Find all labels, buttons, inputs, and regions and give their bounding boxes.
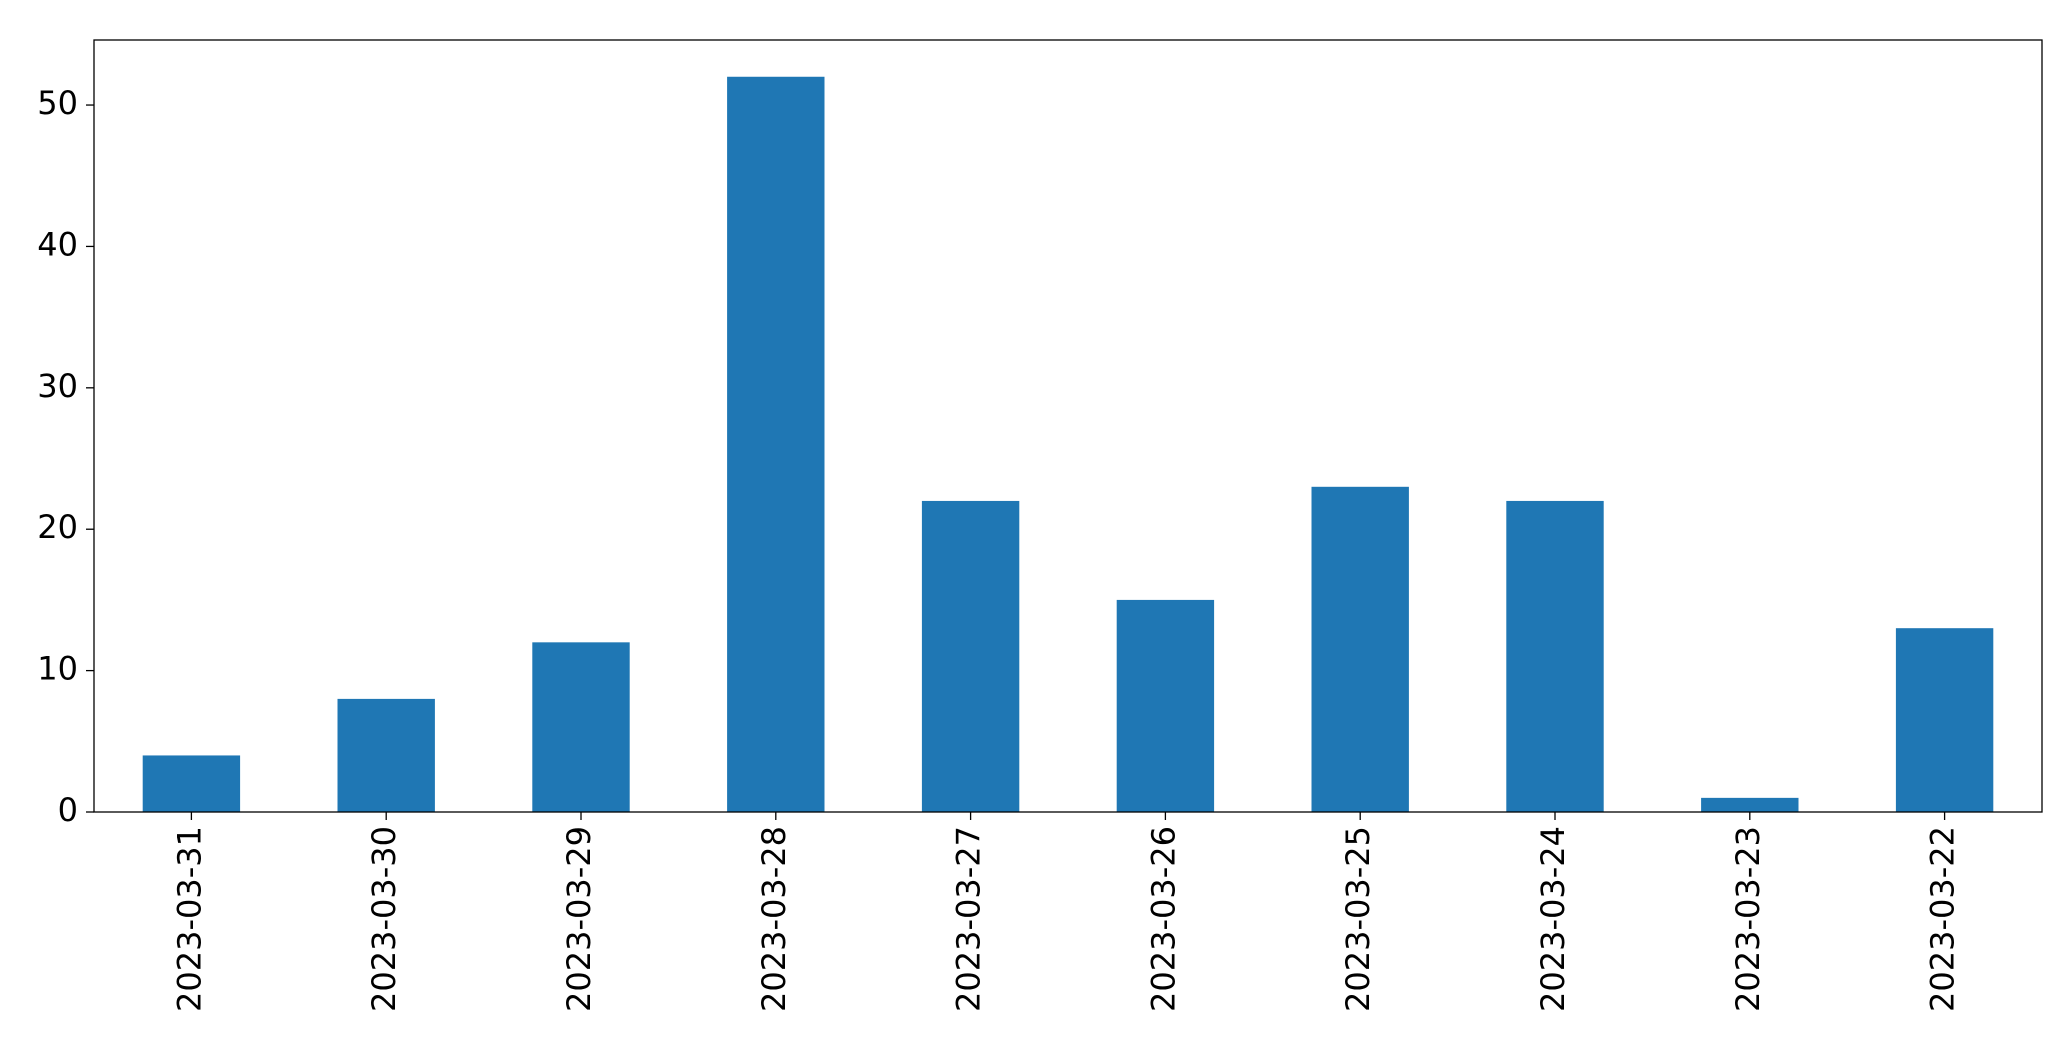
- x-tick-label: 2023-03-26: [1144, 826, 1182, 1012]
- y-tick-label: 30: [37, 367, 78, 405]
- x-tick-label: 2023-03-25: [1339, 826, 1377, 1012]
- plot-frame: [93, 39, 2043, 813]
- x-tick-label: 2023-03-23: [1729, 826, 1767, 1012]
- y-tick-label: 50: [37, 84, 78, 122]
- x-tick-label: 2023-03-27: [950, 826, 988, 1012]
- y-tick-label: 20: [37, 508, 78, 546]
- bar: [337, 698, 435, 812]
- x-tick-label: 2023-03-22: [1924, 826, 1962, 1012]
- bar: [532, 642, 630, 812]
- bar: [1895, 628, 1994, 812]
- bar: [727, 76, 825, 812]
- x-tick-label: 2023-03-24: [1534, 826, 1572, 1012]
- bar: [1116, 599, 1215, 812]
- y-tick-label: 0: [58, 791, 78, 829]
- x-tick-label: 2023-03-30: [365, 826, 403, 1012]
- bar: [1311, 486, 1409, 812]
- x-tick-label: 2023-03-31: [170, 826, 208, 1012]
- bar: [142, 755, 241, 812]
- bar: [921, 500, 1020, 812]
- bar: [1701, 797, 1799, 812]
- bar: [1506, 500, 1604, 812]
- y-tick-label: 10: [37, 650, 78, 688]
- y-tick-label: 40: [37, 225, 78, 263]
- x-tick-label: 2023-03-29: [560, 826, 598, 1012]
- x-tick-label: 2023-03-28: [755, 826, 793, 1012]
